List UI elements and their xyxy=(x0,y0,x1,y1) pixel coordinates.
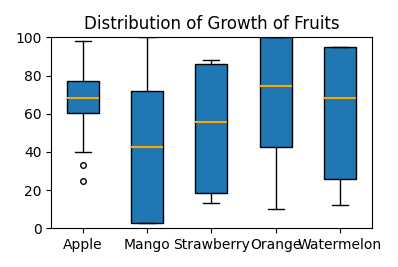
PathPatch shape xyxy=(67,81,99,113)
Title: Distribution of Growth of Fruits: Distribution of Growth of Fruits xyxy=(84,15,339,33)
PathPatch shape xyxy=(131,91,163,223)
PathPatch shape xyxy=(324,47,356,179)
PathPatch shape xyxy=(195,64,228,194)
PathPatch shape xyxy=(259,37,292,147)
